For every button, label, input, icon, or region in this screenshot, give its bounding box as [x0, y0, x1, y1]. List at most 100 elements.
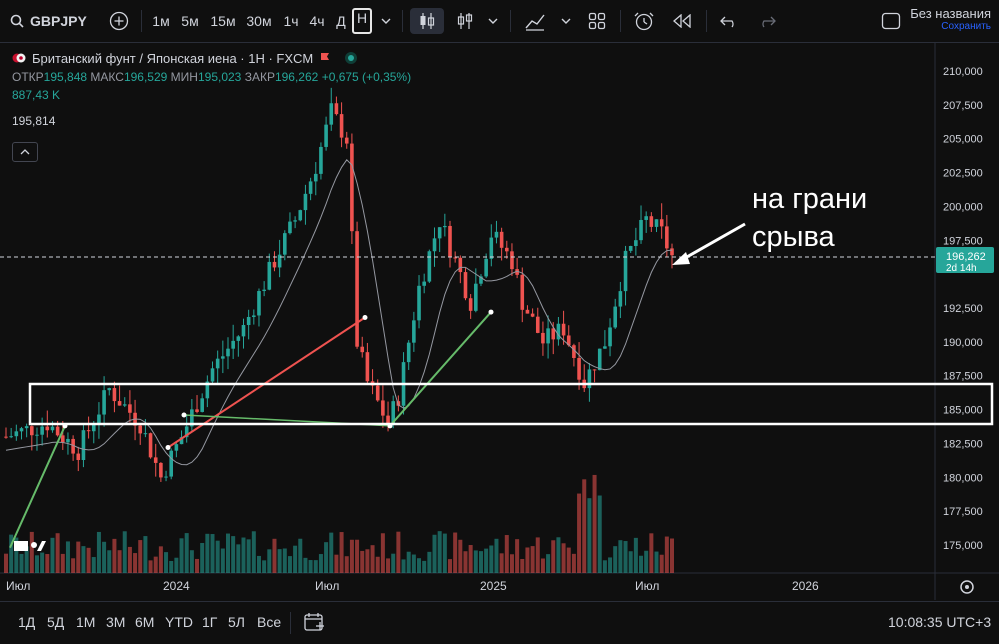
candle-body	[97, 414, 101, 425]
candle-body	[484, 258, 488, 277]
volume-bar	[489, 545, 494, 573]
symbol-search[interactable]: GBPJPY	[10, 8, 87, 34]
range-3m[interactable]: 3М	[106, 614, 126, 630]
candle-body	[226, 348, 230, 357]
candle-body	[308, 181, 313, 194]
volume-bar	[654, 551, 659, 573]
volume-bar	[592, 474, 597, 573]
candle-body	[81, 430, 86, 461]
price-tick-label: 180,000	[943, 472, 983, 484]
volume-bar	[525, 547, 530, 573]
volume-bar	[9, 534, 14, 573]
volume-bar	[34, 555, 39, 573]
low-label: МИН	[170, 70, 198, 84]
compare-add-button[interactable]	[108, 8, 130, 34]
layout-name[interactable]: Без названия Сохранить	[910, 6, 991, 32]
range-1d[interactable]: 1Д	[18, 614, 36, 630]
volume-bar	[613, 546, 618, 573]
go-to-date-button[interactable]	[303, 611, 325, 638]
interval-4h[interactable]: 4ч	[309, 13, 325, 29]
range-1m[interactable]: 1М	[76, 614, 96, 630]
volume-bar	[272, 538, 277, 573]
volume-bar	[102, 541, 107, 573]
trend-anchor-point	[181, 412, 187, 418]
volume-bar	[561, 543, 566, 573]
interval-1m[interactable]: 1м	[152, 13, 170, 29]
divider	[290, 612, 291, 634]
volume-bar	[478, 551, 483, 573]
layout-checkbox[interactable]	[878, 8, 904, 34]
undo-button[interactable]	[716, 8, 742, 34]
settings-gear-hub	[965, 585, 969, 589]
range-5d[interactable]: 5Д	[47, 614, 65, 630]
interval-1d[interactable]: Д	[336, 13, 346, 29]
volume-bar	[143, 536, 148, 573]
layout-title: Без названия	[910, 6, 991, 21]
time-axis-label: 2024	[163, 579, 190, 593]
indicators-button[interactable]	[452, 8, 478, 34]
candle-body	[628, 246, 633, 251]
interval-5m[interactable]: 5м	[181, 13, 199, 29]
candle-body	[618, 291, 623, 307]
range-all[interactable]: Все	[257, 614, 282, 630]
interval-30m[interactable]: 30м	[246, 13, 272, 29]
volume-bar	[246, 539, 251, 573]
high-value: 196,529	[123, 70, 168, 84]
candle-body	[546, 328, 550, 344]
candle-body	[360, 346, 365, 353]
candle-body	[592, 369, 597, 371]
volume-bar	[127, 546, 132, 573]
price-tick-label: 182,500	[943, 438, 983, 450]
candle-body	[262, 289, 266, 292]
candle-body	[561, 323, 566, 336]
annotation-text[interactable]: на грани срыва	[752, 180, 867, 256]
collapse-legend-button[interactable]	[12, 142, 38, 162]
redo-button[interactable]	[754, 8, 780, 34]
candle-body	[164, 476, 168, 478]
candle-body	[293, 220, 297, 222]
range-ytd[interactable]: YTD	[165, 614, 193, 630]
close-label: ЗАКР	[244, 70, 275, 84]
range-6m[interactable]: 6М	[135, 614, 155, 630]
chart-area[interactable]: 210,000 207,500 205,000 202,500 200,000 197,5…	[0, 43, 999, 600]
price-tick-label: 175,000	[943, 540, 983, 552]
alert-button[interactable]	[630, 8, 658, 34]
candle-body	[138, 425, 143, 434]
price-chart[interactable]: 210,000 207,500 205,000 202,500 200,000 197,5…	[0, 43, 999, 600]
candle-body	[117, 401, 122, 406]
templates-button[interactable]	[584, 8, 610, 34]
volume-bar	[195, 558, 200, 573]
compare-button[interactable]	[520, 8, 550, 34]
candles-chart-type-button[interactable]	[410, 8, 444, 34]
divider	[402, 10, 403, 32]
interval-1h[interactable]: 1ч	[283, 13, 299, 29]
range-1y[interactable]: 1Г	[202, 614, 218, 630]
price-tick-label: 192,500	[943, 303, 983, 315]
candle-body	[282, 233, 287, 255]
legend-symbol-title[interactable]: Британский фунт / Японская иена · 1Н · F…	[32, 50, 314, 66]
volume-bar	[618, 540, 623, 573]
volume-bar	[24, 546, 29, 573]
chart-legend: Британский фунт / Японская иена · 1Н · F…	[12, 50, 411, 129]
interval-dropdown-button[interactable]	[377, 8, 395, 34]
volume-bar	[577, 493, 582, 573]
volume-bar	[375, 556, 380, 573]
interval-15m[interactable]: 15м	[210, 13, 236, 29]
candle-body	[19, 428, 24, 432]
compare-dropdown-button[interactable]	[557, 8, 575, 34]
candle-body	[153, 457, 158, 463]
volume-bar	[133, 553, 138, 573]
volume-bar	[81, 546, 86, 573]
volume-bar	[308, 560, 313, 573]
candle-body	[55, 426, 60, 436]
volume-bar	[391, 553, 396, 573]
save-link[interactable]: Сохранить	[941, 21, 991, 32]
clock-timezone[interactable]: 10:08:35 UTC+3	[888, 614, 992, 630]
volume-bar	[179, 538, 184, 573]
market-status-icon	[345, 52, 358, 64]
indicators-dropdown-button[interactable]	[484, 8, 502, 34]
flag-marker-icon[interactable]	[319, 52, 331, 64]
interval-1w[interactable]: Н	[351, 8, 373, 34]
replay-button[interactable]	[668, 8, 696, 34]
range-5y[interactable]: 5Л	[228, 614, 245, 630]
